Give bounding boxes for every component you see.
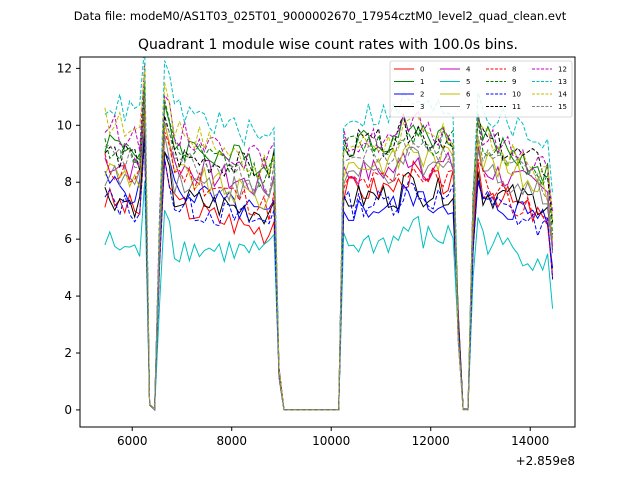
legend-entry-11: 11: [486, 103, 521, 111]
y-tick-label: 10: [57, 118, 72, 132]
legend-entry-0: 0: [394, 66, 424, 74]
legend-entry-12: 12: [532, 66, 567, 74]
legend-entry-2: 2: [394, 91, 424, 99]
legend-entry-9: 9: [486, 78, 516, 86]
legend-label: 3: [420, 103, 424, 111]
legend-label: 7: [466, 103, 470, 111]
legend-label: 15: [558, 103, 567, 111]
y-tick-label: 4: [64, 289, 72, 303]
x-tick-label: 6000: [117, 434, 148, 448]
x-offset-label: +2.859e8: [516, 454, 575, 468]
legend-entry-4: 4: [440, 66, 471, 74]
legend-entry-15: 15: [532, 103, 567, 111]
legend-label: 4: [466, 66, 471, 74]
legend-label: 8: [512, 66, 516, 74]
legend-entry-10: 10: [486, 91, 521, 99]
legend-label: 1: [420, 78, 424, 86]
legend-label: 11: [512, 103, 521, 111]
x-tick-label: 10000: [312, 434, 350, 448]
x-tick-label: 12000: [412, 434, 450, 448]
legend-entry-13: 13: [532, 78, 567, 86]
series-line-14: [104, 66, 554, 411]
legend-entry-1: 1: [394, 78, 424, 86]
legend-label: 2: [420, 91, 424, 99]
y-tick-label: 12: [57, 61, 72, 75]
legend-entry-8: 8: [486, 66, 516, 74]
legend-label: 0: [420, 66, 424, 74]
chart-title: Quadrant 1 module wise count rates with …: [138, 37, 518, 53]
legend-entry-3: 3: [394, 103, 424, 111]
y-tick-label: 6: [64, 232, 72, 246]
x-tick-label: 8000: [216, 434, 247, 448]
legend-entry-6: 6: [440, 91, 471, 99]
legend-entry-14: 14: [532, 91, 567, 99]
legend-label: 13: [558, 78, 567, 86]
plot-lines: [104, 57, 554, 411]
legend-label: 9: [512, 78, 516, 86]
legend-label: 10: [512, 91, 521, 99]
suptitle: Data file: modeM0/AS1T03_025T01_90000026…: [74, 9, 567, 23]
legend-box: [389, 60, 573, 118]
axes-frame: [79, 56, 576, 428]
legend-label: 6: [466, 91, 471, 99]
series-line-15: [104, 94, 554, 411]
legend-entry-7: 7: [440, 103, 470, 111]
legend-label: 12: [558, 66, 567, 74]
y-tick-label: 0: [64, 403, 72, 417]
x-tick-label: 14000: [511, 434, 549, 448]
legend-label: 14: [558, 91, 567, 99]
y-tick-label: 8: [64, 175, 72, 189]
legend-entry-5: 5: [440, 78, 470, 86]
axes-border: [79, 56, 576, 428]
legend-label: 5: [466, 78, 470, 86]
y-tick-label: 2: [64, 346, 72, 360]
